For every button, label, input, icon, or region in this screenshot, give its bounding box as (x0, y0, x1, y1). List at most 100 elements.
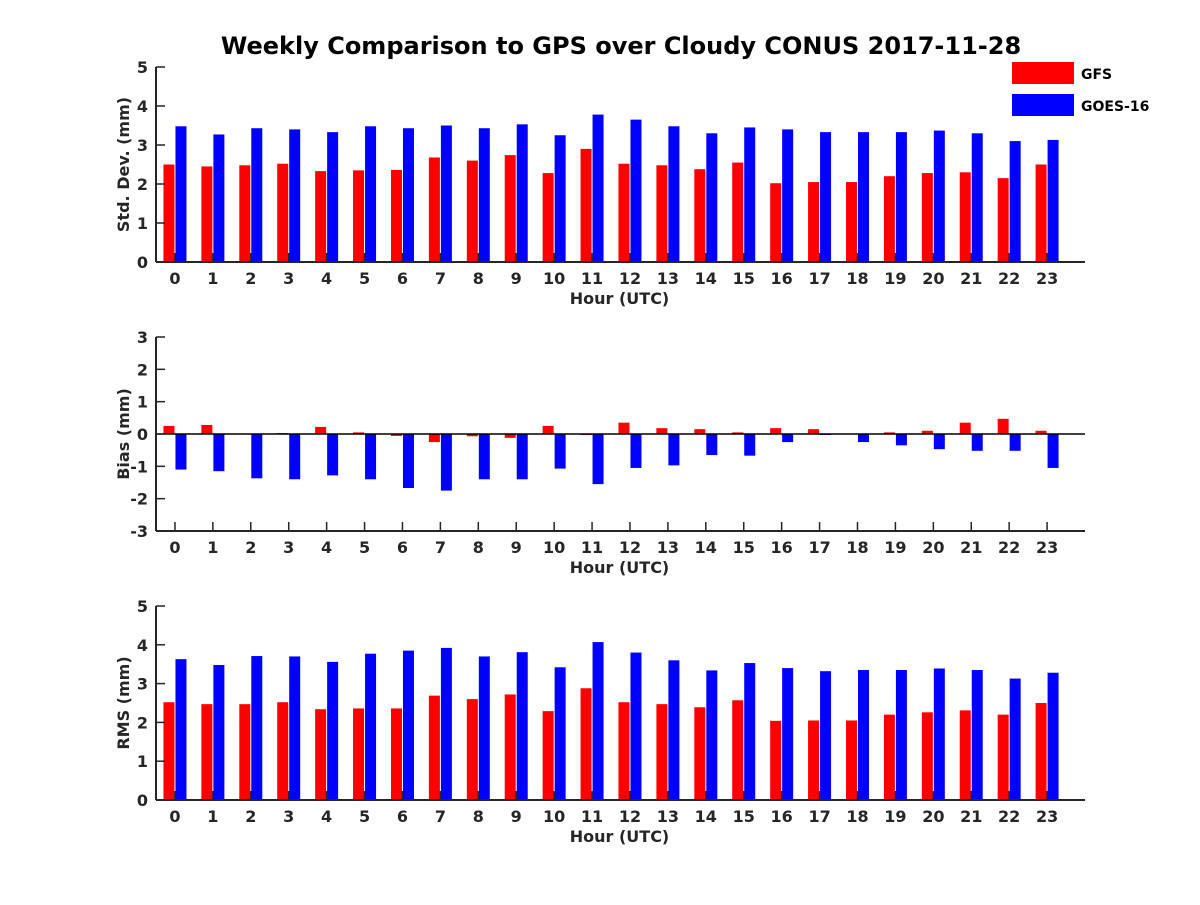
panel-3-bar-goes-16-10 (555, 667, 566, 800)
panel-2-x-tick-label: 23 (1036, 538, 1058, 557)
panel-1-x-tick-label: 8 (473, 269, 484, 288)
panel-3-x-tick-label: 19 (884, 807, 906, 826)
panel-3-bar-goes-16-3 (289, 656, 300, 800)
chart-title: Weekly Comparison to GPS over Cloudy CON… (221, 32, 1021, 60)
panel-1-x-tick-label: 9 (511, 269, 522, 288)
panel-3-bar-gfs-2 (239, 704, 250, 800)
panel-2-x-tick-label: 14 (695, 538, 717, 557)
panel-1-x-tick-label: 11 (581, 269, 603, 288)
panel-2-bar-goes-16-2 (251, 434, 262, 478)
panel-2-y-tick-label: -2 (130, 490, 148, 509)
panel-2-bar-goes-16-21 (972, 434, 983, 451)
panel-3-bar-gfs-17 (808, 720, 819, 800)
panel-3-bar-gfs-20 (922, 712, 933, 800)
panel-2-bar-goes-16-0 (175, 434, 186, 470)
panel-1-x-tick-label: 15 (733, 269, 755, 288)
panel-1-bar-goes-16-5 (365, 126, 376, 262)
panel-3-bar-gfs-23 (1036, 703, 1047, 800)
panel-1-x-tick-label: 17 (808, 269, 830, 288)
panel-3-x-tick-label: 0 (169, 807, 180, 826)
panel-1-bar-gfs-9 (505, 155, 516, 262)
panel-2-bar-goes-16-15 (744, 434, 755, 456)
panel-1-bar-gfs-11 (581, 149, 592, 262)
panel-1-x-tick-label: 0 (169, 269, 180, 288)
panel-1-bar-goes-16-3 (289, 129, 300, 262)
panel-2-bar-gfs-1 (201, 425, 212, 434)
legend-swatch-goes-16 (1012, 94, 1074, 116)
panel-2-x-tick-label: 5 (359, 538, 370, 557)
panel-3-bar-goes-16-11 (593, 642, 604, 800)
panel-1-bar-goes-16-21 (972, 133, 983, 262)
panel-2-y-tick-label: 3 (137, 328, 148, 347)
panel-3-x-tick-label: 2 (245, 807, 256, 826)
panel-1-bar-gfs-10 (543, 173, 554, 262)
panel-3-y-axis-label: RMS (mm) (114, 656, 133, 749)
panel-2-bar-goes-16-5 (365, 434, 376, 479)
panel-3-x-tick-label: 4 (321, 807, 332, 826)
panel-2-bar-goes-16-1 (213, 434, 224, 471)
panel-2-bar-goes-16-13 (668, 434, 679, 465)
panel-3-bar-goes-16-1 (213, 665, 224, 800)
panel-3-x-tick-label: 14 (695, 807, 717, 826)
panel-2-bar-gfs-16 (770, 428, 781, 434)
panel-2-y-tick-label: 0 (137, 425, 148, 444)
panel-1-y-tick-label: 1 (137, 214, 148, 233)
panel-1-bar-gfs-15 (732, 163, 743, 262)
panel-3-bar-goes-16-20 (934, 668, 945, 800)
panel-2-bar-goes-16-18 (858, 434, 869, 442)
panel-2-bar-gfs-0 (163, 426, 174, 434)
panel-3-x-tick-label: 18 (846, 807, 868, 826)
panel-2-x-tick-label: 0 (169, 538, 180, 557)
panel-1-bar-gfs-13 (656, 165, 667, 262)
panel-2-x-tick-label: 18 (846, 538, 868, 557)
panel-3-y-tick-label: 2 (137, 713, 148, 732)
panel-1-bar-gfs-21 (960, 172, 971, 262)
panel-1-x-tick-label: 13 (657, 269, 679, 288)
panel-3-bar-goes-16-2 (251, 656, 262, 800)
panel-3-bar-gfs-18 (846, 720, 857, 800)
panel-1-bar-goes-16-11 (593, 115, 604, 262)
panel-1-y-tick-label: 5 (137, 58, 148, 77)
panel-1-bar-gfs-1 (201, 166, 212, 262)
panel-1-bar-goes-16-10 (555, 135, 566, 262)
panel-1-y-axis-label: Std. Dev. (mm) (114, 97, 133, 232)
panel-1-bar-gfs-16 (770, 183, 781, 262)
panel-1-bar-goes-16-16 (782, 129, 793, 262)
panel-3-bar-gfs-14 (694, 707, 705, 800)
panel-2-x-tick-label: 19 (884, 538, 906, 557)
panel-1-bar-goes-16-6 (403, 128, 414, 262)
panel-3-bar-gfs-21 (960, 710, 971, 800)
panel-2-x-tick-label: 16 (771, 538, 793, 557)
legend-swatch-gfs (1012, 62, 1074, 84)
panel-1-bar-gfs-18 (846, 182, 857, 262)
panel-2-bar-gfs-12 (618, 423, 629, 434)
panel-1-bar-goes-16-2 (251, 128, 262, 262)
panel-1-bar-goes-16-12 (630, 120, 641, 262)
panel-3-bar-goes-16-14 (706, 670, 717, 800)
panel-3-x-tick-label: 22 (998, 807, 1020, 826)
panel-1-x-tick-label: 5 (359, 269, 370, 288)
panel-2-x-tick-label: 6 (397, 538, 408, 557)
panel-1-bar-goes-16-14 (706, 133, 717, 262)
panel-1-bar-goes-16-4 (327, 132, 338, 262)
panel-2-bar-goes-16-23 (1048, 434, 1059, 468)
panel-1-bar-gfs-6 (391, 170, 402, 262)
panel-1-bar-gfs-5 (353, 170, 364, 262)
panel-2-y-axis-label: Bias (mm) (114, 388, 133, 480)
panel-1-x-tick-label: 23 (1036, 269, 1058, 288)
panel-3-x-tick-label: 17 (808, 807, 830, 826)
panel-3-bar-gfs-9 (505, 694, 516, 800)
panel-3-x-tick-label: 15 (733, 807, 755, 826)
legend-label-gfs: GFS (1081, 67, 1112, 83)
panel-1-x-tick-label: 4 (321, 269, 332, 288)
panel-1-bar-goes-16-19 (896, 132, 907, 262)
panel-3-y-tick-label: 4 (137, 636, 148, 655)
panel-2-bar-gfs-10 (543, 426, 554, 434)
panel-3-bar-gfs-1 (201, 704, 212, 800)
panel-1-bar-goes-16-17 (820, 132, 831, 262)
panel-1-x-tick-label: 10 (543, 269, 565, 288)
panel-2-y-tick-label: 1 (137, 393, 148, 412)
panel-3-x-tick-label: 11 (581, 807, 603, 826)
panel-2-x-tick-label: 9 (511, 538, 522, 557)
